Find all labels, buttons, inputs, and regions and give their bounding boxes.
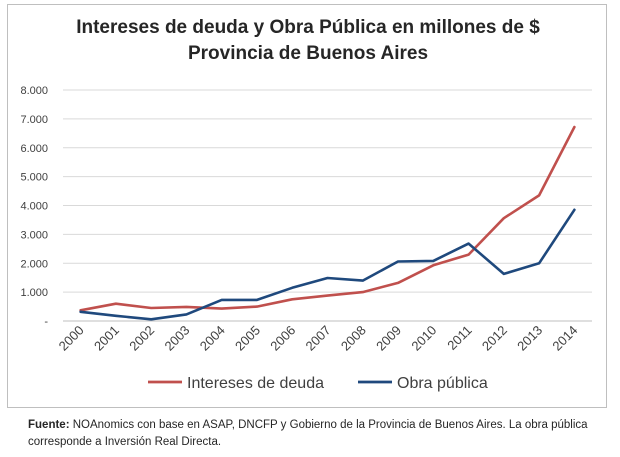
y-tick-label: 5.000: [20, 172, 48, 184]
y-tick-label: 3.000: [20, 229, 48, 241]
x-tick-label: 2014: [549, 323, 580, 354]
x-tick-label: 2004: [197, 323, 228, 354]
y-tick-label: -: [44, 316, 48, 328]
x-tick-label: 2000: [56, 323, 87, 354]
legend-label-1: Intereses de deuda: [187, 375, 324, 392]
x-tick-label: 2007: [303, 323, 334, 354]
source-label: Fuente:: [28, 419, 70, 431]
line-chart: - 1.000 2.000 3.000 4.000 5.000 6.000 7.000 8.00…: [20, 85, 592, 392]
series-line-2: [79, 208, 576, 321]
x-tick-label: 2002: [126, 323, 157, 354]
x-tick-label: 2011: [444, 323, 474, 353]
x-tick-label: 2009: [373, 323, 404, 354]
y-tick-label: 4.000: [20, 201, 48, 213]
y-tick-label: 1.000: [20, 287, 48, 299]
x-tick-label: 2005: [232, 323, 263, 354]
chart-title: Intereses de deuda y Obra Pública en mil…: [8, 15, 608, 67]
series-line-1: [79, 125, 576, 312]
source-text: NOAnomics con base en ASAP, DNCFP y Gobi…: [28, 419, 588, 448]
x-tick-label: 2006: [267, 323, 298, 354]
x-tick-label: 2010: [408, 323, 439, 354]
y-tick-label: 8.000: [20, 85, 48, 97]
chart-title-line-2: Provincia de Buenos Aires: [187, 43, 429, 64]
y-tick-label: 7.000: [20, 114, 48, 126]
x-tick-label: 2012: [479, 323, 510, 354]
x-tick-label: 2001: [91, 323, 122, 354]
y-tick-label: 6.000: [20, 143, 48, 155]
x-tick-label: 2003: [161, 323, 192, 354]
chart-title-line-1: Intereses de deuda y Obra Pública en mil…: [76, 17, 540, 38]
source-note: Fuente: NOAnomics con base en ASAP, DNCF…: [28, 417, 588, 451]
legend-label-2: Obra pública: [397, 375, 488, 392]
chart-frame: Intereses de deuda y Obra Pública en mil…: [7, 4, 607, 408]
y-tick-label: 2.000: [20, 258, 48, 270]
x-tick-label: 2013: [514, 323, 545, 354]
x-tick-label: 2008: [338, 323, 369, 354]
